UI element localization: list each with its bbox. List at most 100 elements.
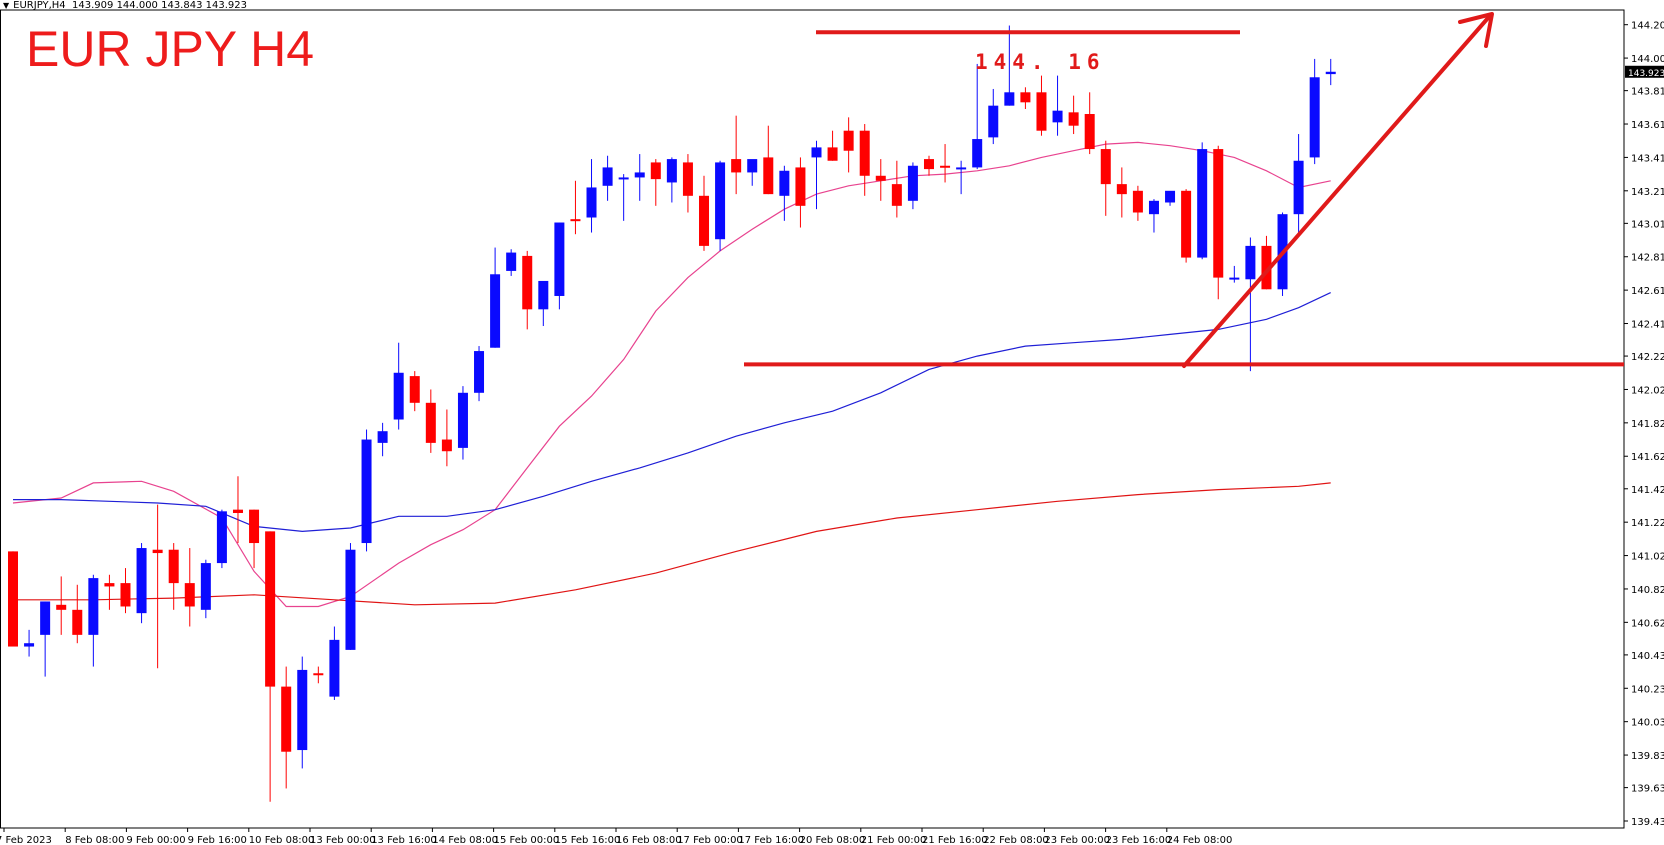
candle-body <box>779 170 790 196</box>
y-tick-label: 141.820 <box>1631 419 1664 430</box>
y-tick-label: 143.610 <box>1631 120 1664 131</box>
x-tick-label: 15 Feb 00:00 <box>494 835 560 845</box>
candle-body <box>1068 112 1079 126</box>
candle-body <box>522 255 533 310</box>
candle-body <box>104 583 115 587</box>
candle-body <box>699 195 710 246</box>
candle-body <box>184 583 195 607</box>
y-tick-label: 142.615 <box>1631 286 1664 297</box>
candle-body <box>168 549 179 584</box>
current-price-label: 143.923 <box>1628 69 1664 79</box>
y-tick-label: 143.810 <box>1631 87 1664 98</box>
candle-body <box>972 139 983 168</box>
y-tick-label: 140.625 <box>1631 618 1664 629</box>
y-tick-label: 139.435 <box>1631 817 1664 828</box>
y-tick-label: 140.030 <box>1631 718 1664 729</box>
candle-body <box>1084 114 1095 150</box>
candle-body <box>490 274 501 348</box>
x-tick-label: 17 Feb 16:00 <box>738 835 804 845</box>
candle-body <box>329 639 340 697</box>
candle-body <box>891 184 902 206</box>
trend-arrow-head <box>1458 12 1494 48</box>
y-tick-label: 140.430 <box>1631 651 1664 662</box>
candle-body <box>1116 184 1127 195</box>
candle-body <box>634 172 645 178</box>
moving-average-line <box>13 482 1331 606</box>
x-tick-label: 17 Feb 00:00 <box>677 835 743 845</box>
candle-body <box>988 105 999 138</box>
plot-frame <box>0 9 1625 829</box>
candle-body <box>377 431 388 443</box>
candle-body <box>216 511 227 564</box>
candle-body <box>1100 149 1111 185</box>
candle-body <box>313 673 324 676</box>
symbol-label: EURJPY,H4 <box>13 0 66 11</box>
y-tick-label: 140.230 <box>1631 684 1664 695</box>
candle-body <box>827 147 838 161</box>
x-tick-label: 22 Feb 08:00 <box>983 835 1049 845</box>
y-tick-label: 140.825 <box>1631 585 1664 596</box>
candle-body <box>1148 200 1159 215</box>
candle-body <box>24 643 35 647</box>
candle-body <box>1181 190 1192 258</box>
candle-body <box>907 165 918 201</box>
candle-body <box>232 509 243 513</box>
candle-body <box>1132 190 1143 213</box>
candle-body <box>811 147 822 158</box>
candle-body <box>265 531 276 687</box>
x-tick-label: 10 Feb 08:00 <box>249 835 315 845</box>
candle-body <box>457 392 468 448</box>
candle-body <box>1245 245 1256 280</box>
candle-body <box>875 175 886 181</box>
candle-body <box>345 549 356 650</box>
x-tick-label: 21 Feb 16:00 <box>922 835 988 845</box>
dropdown-triangle-icon[interactable]: ▼ <box>3 1 10 10</box>
candle-body <box>393 372 404 420</box>
candle-body <box>1036 92 1047 131</box>
ohlc-label: 143.909 144.000 143.843 143.923 <box>72 0 247 11</box>
candle-body <box>940 165 951 168</box>
x-tick-label: 7 Feb 2023 <box>0 835 52 845</box>
candle-body <box>56 604 67 610</box>
candle-body <box>650 162 661 180</box>
candle-body <box>425 402 436 443</box>
chart-header: ▼ EURJPY,H4 143.909 144.000 143.843 143.9… <box>0 0 247 14</box>
y-tick-label: 141.025 <box>1631 552 1664 563</box>
candle-body <box>570 219 581 222</box>
y-tick-label: 139.635 <box>1631 784 1664 795</box>
trend-arrow-shaft <box>1182 16 1490 368</box>
candle-body <box>1229 277 1240 280</box>
x-tick-label: 14 Feb 08:00 <box>432 835 498 845</box>
candle-body <box>120 583 131 607</box>
y-tick-label: 141.425 <box>1631 485 1664 496</box>
candle-body <box>8 551 18 647</box>
candle-body <box>361 439 372 544</box>
x-tick-label: 23 Feb 16:00 <box>1106 835 1172 845</box>
candle-body <box>249 509 260 544</box>
candle-body <box>666 159 677 183</box>
y-tick-label: 142.020 <box>1631 385 1664 396</box>
x-tick-label: 9 Feb 16:00 <box>188 835 247 845</box>
x-tick-label: 13 Feb 00:00 <box>310 835 376 845</box>
candle-body <box>1197 149 1208 258</box>
candle-body <box>1293 160 1304 215</box>
candle-body <box>618 177 629 180</box>
candle-body <box>281 686 292 752</box>
candle-body <box>843 130 854 151</box>
candle-body <box>1052 110 1063 123</box>
candle-body <box>1309 77 1320 158</box>
x-tick-label: 13 Feb 16:00 <box>371 835 437 845</box>
current-price-marker <box>1625 65 1664 78</box>
x-tick-label: 8 Feb 08:00 <box>65 835 124 845</box>
y-tick-label: 141.620 <box>1631 452 1664 463</box>
candle-body <box>409 376 420 403</box>
chart-title: EUR JPY H4 <box>26 21 315 77</box>
candle-body <box>538 280 549 310</box>
y-tick-label: 143.210 <box>1631 187 1664 198</box>
x-tick-label: 21 Feb 00:00 <box>861 835 927 845</box>
candle-body <box>682 162 693 196</box>
candle-body <box>586 187 597 218</box>
candle-body <box>1020 92 1031 103</box>
candle-body <box>1213 149 1224 278</box>
